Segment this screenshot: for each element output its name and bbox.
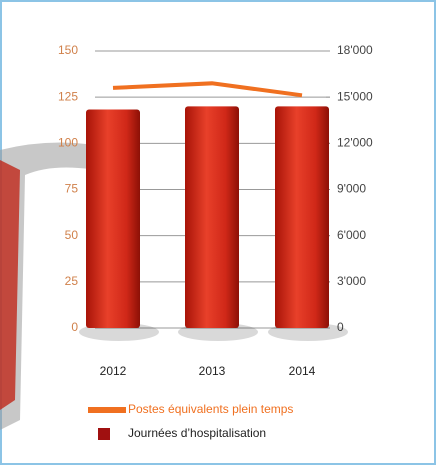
y2-tick-label: 9'000	[337, 182, 366, 196]
legend-swatch	[88, 407, 126, 413]
y2-tick-label: 12'000	[337, 136, 373, 150]
y-tick-label: 150	[58, 43, 78, 57]
y2-tick-label: 18'000	[337, 43, 373, 57]
legend-label: Journées d’hospitalisation	[128, 426, 266, 440]
y2-tick-label: 6'000	[337, 228, 366, 242]
y2-tick-label: 15'000	[337, 89, 373, 103]
line	[112, 81, 303, 98]
x-tick-label: 2014	[289, 364, 316, 378]
x-tick-label: 2012	[100, 364, 127, 378]
y2-tick-label: 0	[337, 320, 344, 334]
y-tick-label: 100	[58, 136, 78, 150]
y-tick-label: 0	[71, 320, 78, 334]
bar	[86, 109, 140, 328]
decoration	[0, 160, 20, 410]
y2-tick-label: 3'000	[337, 274, 366, 288]
y-tick-label: 125	[58, 89, 78, 103]
legend-label: Postes équivalents plein temps	[128, 402, 293, 416]
legend-swatch	[98, 428, 110, 440]
x-tick-label: 2013	[199, 364, 226, 378]
y-tick-label: 75	[65, 182, 79, 196]
y-tick-label: 25	[65, 274, 79, 288]
bar	[275, 106, 329, 329]
y-tick-label: 50	[65, 228, 79, 242]
bar	[185, 106, 239, 329]
